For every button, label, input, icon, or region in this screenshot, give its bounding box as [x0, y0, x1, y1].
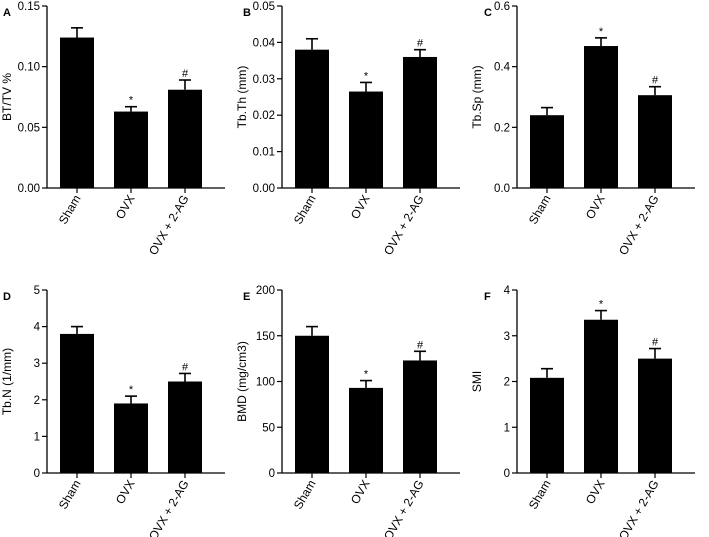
- significance-mark: #: [652, 75, 659, 87]
- y-tick-label: 50: [262, 422, 275, 434]
- y-tick-label: 0.05: [253, 1, 275, 13]
- y-axis-label: Tb.Th (mm): [235, 66, 249, 129]
- significance-mark: #: [182, 68, 189, 80]
- bar: [349, 387, 383, 473]
- panel-B: B 0.00 0.01 0.02 0.03 0.04 0.05 Tb.Th (mm) Sham *…: [235, 1, 460, 258]
- y-tick-label: 0.2: [494, 122, 510, 134]
- y-tick-label: 3: [34, 358, 40, 370]
- x-tick-label: OVX: [113, 478, 138, 507]
- y-tick-label: 0.05: [18, 122, 40, 134]
- bar: [114, 111, 148, 188]
- bar: [168, 381, 202, 473]
- significance-mark: #: [417, 38, 424, 50]
- x-tick-label: Sham: [56, 478, 84, 512]
- significance-mark: *: [364, 369, 369, 381]
- panel-letter: E: [243, 291, 250, 303]
- y-tick-label: 0: [504, 468, 510, 480]
- panel-E: E 0 50 100 150 200 BMD (mg/cm3) Sham * OVX # OVX + …: [235, 285, 460, 537]
- y-tick-label: 0.01: [253, 147, 275, 159]
- panel-letter: D: [3, 291, 11, 303]
- y-tick-label: 0.00: [253, 183, 275, 195]
- bar: [403, 56, 437, 189]
- x-tick-label: OVX + 2-AG: [146, 478, 192, 537]
- y-axis-label: BT/TV %: [0, 73, 14, 121]
- y-tick-label: 0.03: [253, 74, 275, 86]
- x-tick-label: OVX: [348, 478, 373, 507]
- x-tick-label: OVX + 2-AG: [146, 193, 192, 258]
- panel-letter: C: [484, 7, 492, 19]
- bar: [638, 95, 672, 188]
- y-tick-label: 0.15: [18, 1, 40, 13]
- x-tick-label: Sham: [526, 478, 554, 512]
- x-tick-label: Sham: [291, 478, 319, 512]
- panel-A: A 0.00 0.05 0.10 0.15 BT/TV % Sham * OVX # OVX + 2…: [0, 1, 225, 258]
- y-axis-label: Tb.Sp (mm): [470, 65, 484, 128]
- x-tick-label: OVX + 2-AG: [616, 193, 662, 258]
- bar: [638, 358, 672, 473]
- bar: [295, 335, 329, 473]
- y-tick-label: 200: [256, 285, 275, 297]
- bar: [349, 91, 383, 188]
- panel-C: C 0.0 0.2 0.4 0.6 Tb.Sp (mm) Sham * OVX # OVX + 2-…: [470, 1, 695, 258]
- y-tick-label: 0.10: [18, 62, 40, 74]
- x-tick-label: OVX + 2-AG: [616, 478, 662, 537]
- y-tick-label: 0.6: [494, 1, 510, 13]
- panel-D: D 0 1 2 3 4 5 Tb.N (1/mm) Sham * OVX # OVX + 2-AG: [0, 285, 225, 537]
- y-tick-label: 3: [504, 331, 510, 343]
- y-tick-label: 1: [504, 422, 510, 434]
- y-tick-label: 0.0: [494, 183, 510, 195]
- bar: [584, 46, 618, 188]
- panel-F: F 0 1 2 3 4 SMI Sham * OVX # OVX + 2-AG: [470, 285, 695, 537]
- significance-mark: *: [599, 299, 604, 311]
- significance-mark: #: [652, 337, 659, 349]
- y-tick-label: 100: [256, 377, 275, 389]
- x-tick-label: OVX: [583, 193, 608, 222]
- y-tick-label: 0.02: [253, 110, 275, 122]
- x-tick-label: OVX: [583, 478, 608, 507]
- x-tick-label: OVX: [113, 193, 138, 222]
- y-tick-label: 2: [34, 395, 40, 407]
- x-tick-label: Sham: [526, 193, 554, 227]
- y-tick-label: 4: [34, 322, 41, 334]
- y-tick-label: 5: [34, 285, 40, 297]
- bar: [584, 319, 618, 473]
- y-tick-label: 0.4: [494, 62, 511, 74]
- significance-mark: #: [417, 339, 424, 351]
- significance-mark: *: [599, 26, 604, 38]
- significance-mark: *: [129, 384, 134, 396]
- y-tick-label: 0.04: [253, 37, 276, 49]
- significance-mark: *: [129, 95, 134, 107]
- y-tick-label: 4: [504, 285, 511, 297]
- y-axis-label: BMD (mg/cm3): [235, 341, 249, 422]
- bar: [403, 360, 437, 473]
- bar: [295, 49, 329, 189]
- bar: [530, 377, 564, 473]
- panel-letter: A: [3, 7, 11, 19]
- y-axis-label: SMI: [470, 371, 484, 392]
- y-tick-label: 0: [34, 468, 40, 480]
- panel-letter: B: [243, 7, 251, 19]
- bar: [60, 37, 94, 189]
- y-tick-label: 0.00: [18, 183, 40, 195]
- bar: [60, 333, 94, 473]
- panel-letter: F: [484, 291, 491, 303]
- y-tick-label: 2: [504, 377, 510, 389]
- bar: [114, 403, 148, 473]
- significance-mark: #: [182, 361, 189, 373]
- significance-mark: *: [364, 70, 369, 82]
- y-tick-label: 0: [269, 468, 275, 480]
- x-tick-label: OVX: [348, 193, 373, 222]
- x-tick-label: OVX + 2-AG: [381, 478, 427, 537]
- bar: [168, 89, 202, 188]
- y-tick-label: 1: [34, 431, 40, 443]
- x-tick-label: Sham: [291, 193, 319, 227]
- y-tick-label: 150: [256, 331, 275, 343]
- x-tick-label: OVX + 2-AG: [381, 193, 427, 258]
- bar: [530, 115, 564, 188]
- y-axis-label: Tb.N (1/mm): [0, 348, 14, 415]
- x-tick-label: Sham: [56, 193, 84, 227]
